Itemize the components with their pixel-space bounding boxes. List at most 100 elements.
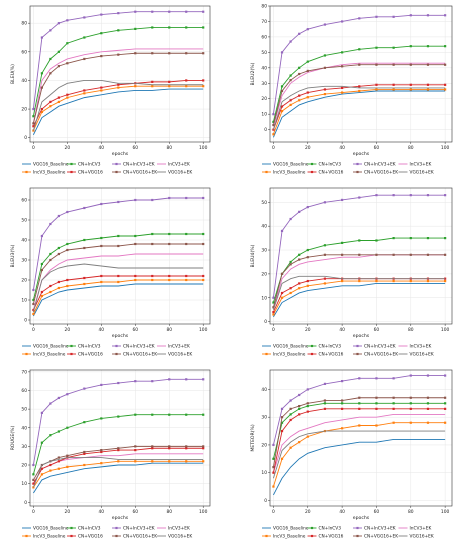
series: [272, 194, 447, 299]
data-point: [57, 456, 60, 459]
data-point: [100, 450, 103, 454]
data-point: [151, 278, 154, 282]
data-point: [375, 377, 378, 380]
legend-label: CN+VGG16+EK: [123, 170, 157, 176]
y-tick-label: 20: [21, 107, 27, 113]
legend-item: InCV3+EK: [398, 344, 431, 350]
x-tick-label: 80: [408, 327, 414, 333]
legend-label: VGG16_Baseline: [33, 526, 69, 532]
x-tick-label: 20: [65, 509, 71, 515]
data-point: [444, 83, 447, 86]
data-point: [57, 50, 60, 53]
data-point: [444, 237, 447, 240]
data-point: [151, 274, 154, 278]
data-point: [32, 478, 35, 482]
data-point: [358, 396, 361, 399]
series: [273, 413, 446, 473]
data-point: [444, 402, 447, 405]
data-point: [280, 429, 284, 433]
data-point: [168, 413, 171, 416]
data-point: [289, 103, 292, 107]
data-point: [151, 242, 154, 246]
data-point: [375, 407, 378, 410]
data-point: [151, 413, 154, 416]
data-point: [117, 234, 120, 238]
chart-panel: 0 20 40 60 80 100 0 10 20 30 40 50 60 70 epochs ROUGE(%…: [10, 369, 211, 540]
data-point: [66, 42, 69, 45]
y-tick-label: 40: [261, 387, 267, 393]
data-point: [202, 85, 205, 88]
data-point: [306, 205, 309, 209]
data-point: [66, 278, 69, 282]
data-point: [134, 449, 137, 452]
data-point: [32, 107, 35, 111]
series-line: [273, 438, 446, 496]
data-point: [272, 485, 275, 488]
data-point: [40, 441, 43, 444]
x-tick-label: 0: [32, 509, 35, 515]
data-point: [83, 463, 86, 467]
series: [272, 45, 447, 124]
data-point: [375, 402, 378, 405]
data-point: [323, 201, 327, 204]
data-point: [426, 374, 430, 377]
data-point: [272, 471, 275, 474]
data-point: [57, 100, 60, 104]
x-tick-label: 0: [272, 145, 275, 151]
data-point: [298, 94, 301, 97]
series: [273, 85, 446, 130]
data-point: [168, 80, 171, 83]
legend-item: IncV3_Baseline: [22, 352, 66, 358]
data-point: [100, 236, 103, 240]
legend-item: IncV3_Baseline: [262, 352, 306, 358]
data-point: [358, 253, 361, 256]
data-point: [272, 306, 275, 309]
legend-marker: [356, 526, 359, 530]
data-point: [444, 253, 447, 256]
data-point: [57, 280, 60, 284]
legend-item: VGG16+EK: [398, 534, 434, 540]
data-point: [298, 66, 301, 69]
data-point: [358, 196, 361, 199]
series: [32, 79, 204, 131]
data-point: [289, 74, 292, 77]
data-point: [341, 279, 344, 283]
plot-frame: [269, 369, 453, 507]
series: [272, 254, 446, 310]
x-tick-label: 60: [132, 509, 138, 515]
legend-item: InCV3+EK: [157, 162, 190, 168]
data-point: [40, 110, 43, 114]
data-point: [272, 313, 275, 316]
series: [33, 283, 204, 317]
x-axis-label: epochs: [353, 515, 370, 521]
series-line: [273, 430, 446, 479]
legend-label: IncV3_Baseline: [273, 534, 306, 540]
data-point: [117, 274, 120, 278]
legend-label: CN+InCV3: [78, 526, 101, 532]
legend-item: VGG16+EK: [157, 170, 192, 176]
data-point: [298, 407, 301, 410]
data-point: [409, 374, 412, 377]
y-tick-label: 0: [264, 127, 267, 133]
data-point: [426, 396, 430, 399]
data-point: [151, 85, 154, 88]
legend-marker: [25, 170, 28, 174]
data-point: [358, 402, 361, 405]
data-point: [134, 198, 137, 202]
legend-marker: [310, 526, 314, 530]
legend-marker: [70, 526, 73, 530]
data-point: [306, 96, 309, 99]
y-tick-label: 10: [21, 481, 27, 487]
legend-item: VGG16+EK: [398, 170, 434, 176]
y-axis-label: BLEU2(%): [250, 62, 256, 85]
y-tick-label: 10: [21, 298, 27, 304]
data-point: [100, 13, 103, 16]
y-tick-label: 0: [24, 135, 27, 141]
plot-frame: [269, 187, 453, 325]
data-point: [323, 253, 327, 256]
legend-label: CN+VGG16: [78, 352, 103, 358]
legend-marker: [115, 534, 118, 538]
series: [32, 457, 204, 488]
data-point: [185, 10, 188, 13]
data-point: [134, 445, 137, 448]
